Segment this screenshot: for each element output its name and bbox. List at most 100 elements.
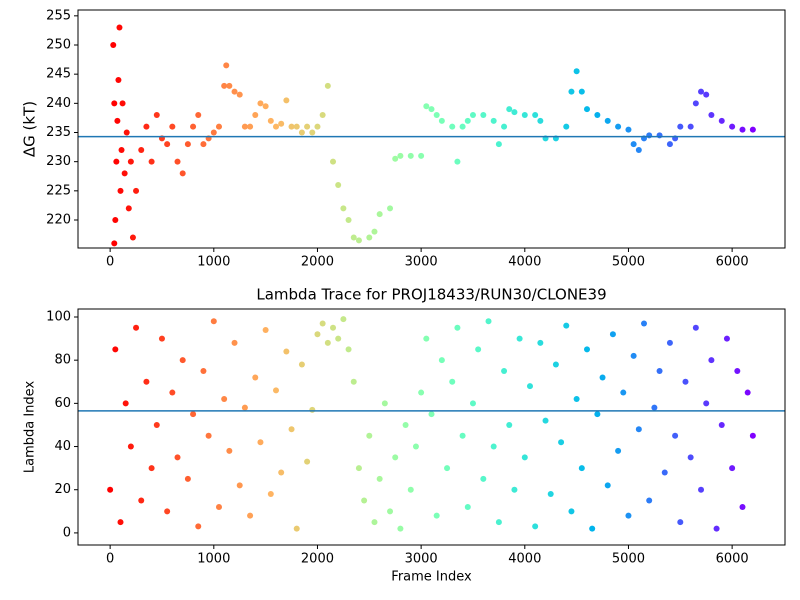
y-tick-label: 255	[46, 8, 71, 23]
point	[428, 106, 435, 113]
point	[355, 237, 362, 244]
point	[293, 123, 300, 130]
point	[713, 525, 720, 532]
point	[583, 106, 590, 113]
point	[304, 123, 311, 130]
point	[511, 109, 518, 116]
point	[692, 324, 699, 331]
point	[278, 469, 285, 476]
point	[119, 100, 126, 107]
point	[205, 432, 212, 439]
point	[376, 211, 383, 218]
point	[444, 465, 451, 472]
point	[319, 320, 326, 327]
point	[433, 512, 440, 519]
x-tick-label: 1000	[197, 255, 230, 270]
point	[749, 126, 756, 133]
point	[459, 123, 466, 130]
point	[641, 320, 648, 327]
point	[190, 123, 197, 130]
point	[133, 187, 140, 194]
point	[116, 24, 123, 31]
point	[594, 411, 601, 418]
point	[371, 228, 378, 235]
point	[397, 152, 404, 159]
point	[118, 147, 125, 153]
point	[262, 326, 269, 333]
point	[210, 318, 217, 325]
point	[121, 170, 128, 177]
point	[532, 523, 539, 530]
x-tick-label: 6000	[716, 255, 749, 270]
point	[148, 158, 155, 165]
point	[241, 123, 248, 130]
point	[454, 158, 461, 165]
point	[226, 82, 233, 89]
point	[223, 62, 230, 69]
point	[521, 454, 528, 461]
point	[542, 417, 549, 424]
y-tick-label: 60	[54, 396, 71, 411]
point	[179, 170, 186, 177]
point	[563, 123, 570, 130]
point	[298, 361, 305, 368]
point	[501, 367, 508, 374]
y-tick-label: 80	[54, 353, 71, 368]
point	[677, 519, 684, 526]
y-tick-label: 240	[46, 96, 71, 111]
axes-frame	[77, 9, 786, 249]
point	[428, 411, 435, 418]
point	[257, 439, 264, 446]
y-axis-label: ΔG (kT)	[21, 101, 39, 157]
y-tick-label: 0	[63, 525, 71, 540]
point	[330, 158, 337, 165]
y-axis-label: Lambda Index	[23, 381, 38, 474]
point	[433, 112, 440, 118]
point	[164, 508, 171, 515]
point	[231, 88, 238, 95]
point	[252, 112, 259, 118]
point	[526, 383, 533, 390]
point	[718, 117, 725, 124]
point	[630, 141, 637, 148]
point	[495, 519, 502, 526]
y-tick-label: 40	[54, 439, 71, 454]
point	[635, 147, 642, 153]
point	[449, 123, 456, 130]
point	[620, 389, 627, 396]
point	[174, 454, 181, 461]
point	[418, 152, 425, 159]
point	[215, 503, 222, 510]
point	[184, 141, 191, 148]
point	[314, 331, 321, 338]
point	[278, 120, 285, 127]
point	[355, 465, 362, 472]
point	[573, 396, 580, 403]
point	[464, 503, 471, 510]
point	[744, 389, 751, 396]
point	[298, 129, 305, 136]
point	[677, 123, 684, 130]
point	[729, 123, 736, 130]
point	[112, 346, 119, 353]
point	[236, 482, 243, 489]
point	[122, 400, 129, 407]
point	[578, 465, 585, 472]
point	[195, 523, 202, 530]
y-tick-label: 245	[46, 67, 71, 82]
point	[656, 132, 663, 139]
y-tick-label: 20	[54, 482, 71, 497]
x-tick-label: 5000	[612, 255, 645, 270]
point	[153, 421, 160, 428]
point	[190, 411, 197, 418]
point	[511, 486, 518, 493]
point	[143, 123, 150, 130]
x-tick-label: 4000	[508, 255, 541, 270]
point	[537, 117, 544, 124]
x-axis-label: Frame Index	[391, 570, 472, 585]
point	[366, 432, 373, 439]
point	[739, 503, 746, 510]
x-tick-label: 3000	[405, 552, 438, 567]
point	[387, 508, 394, 515]
